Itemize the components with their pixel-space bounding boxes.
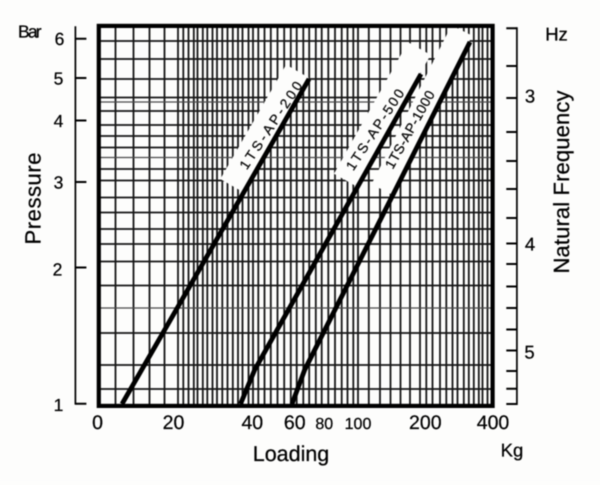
svg-text:2: 2 [53,259,63,279]
svg-text:Hz: Hz [545,24,568,45]
svg-text:400: 400 [477,412,510,434]
svg-text:40: 40 [241,412,263,434]
svg-text:100: 100 [345,416,372,433]
svg-text:3: 3 [54,172,64,192]
svg-text:Pressure: Pressure [21,153,46,245]
svg-text:6: 6 [55,29,65,49]
svg-text:5: 5 [54,68,64,88]
svg-text:Kg: Kg [501,440,524,461]
svg-text:20: 20 [163,412,185,434]
svg-text:4: 4 [525,234,535,255]
svg-text:1: 1 [54,395,64,415]
svg-text:Loading: Loading [253,442,330,466]
svg-text:0: 0 [92,412,103,434]
svg-text:80: 80 [315,416,333,433]
svg-text:60: 60 [284,412,306,434]
svg-text:200: 200 [409,412,442,434]
svg-text:5: 5 [524,342,534,363]
svg-text:Bar: Bar [18,21,42,41]
svg-text:4: 4 [54,111,64,131]
svg-text:Natural Frequency: Natural Frequency [549,91,574,274]
svg-text:3: 3 [525,85,535,106]
